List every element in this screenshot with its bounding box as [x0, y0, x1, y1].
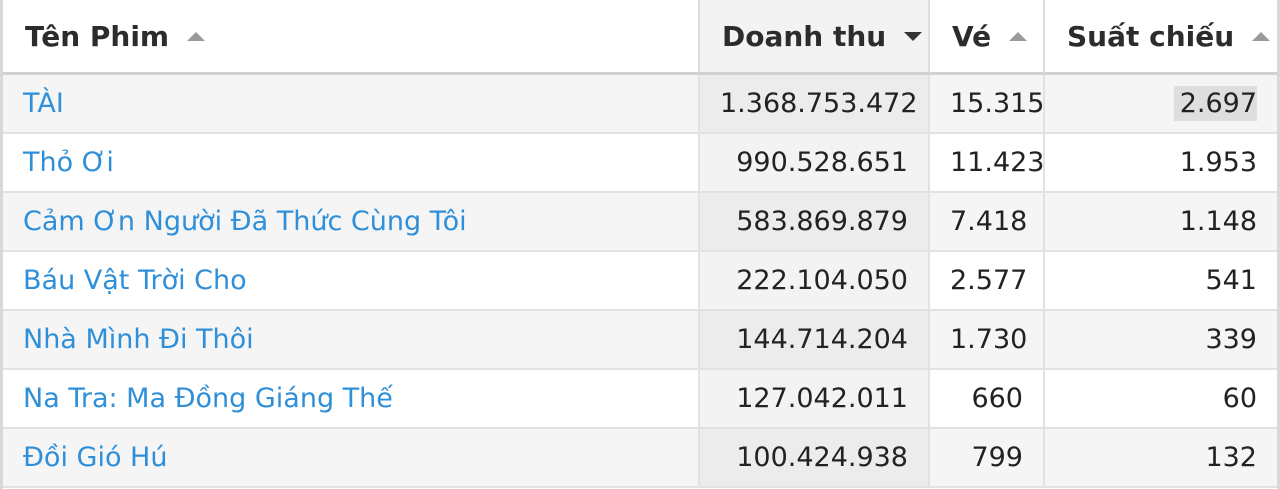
- column-header-shows-label: Suất chiếu: [1067, 19, 1235, 53]
- revenue-cell: 127.042.011: [699, 369, 930, 429]
- revenue-cell: 990.528.651: [699, 133, 930, 193]
- box-office-table: Tên Phim Doanh thu Vé: [3, 0, 1277, 488]
- revenue-cell: 100.424.938: [699, 428, 930, 488]
- tickets-cell: 1.730: [929, 310, 1045, 370]
- shows-cell: 2.697: [1044, 73, 1277, 134]
- column-header-tickets-label: Vé: [952, 19, 992, 53]
- movie-title-link[interactable]: Cảm Ơn Người Đã Thức Cùng Tôi: [3, 192, 700, 252]
- column-header-title[interactable]: Tên Phim: [3, 0, 700, 75]
- shows-cell: 132: [1044, 428, 1277, 488]
- column-header-tickets[interactable]: Vé: [929, 0, 1045, 75]
- header-row: Tên Phim Doanh thu Vé: [3, 0, 1277, 75]
- table-row: Nhà Mình Đi Thôi 144.714.204 1.730 339: [3, 310, 1277, 370]
- column-header-revenue[interactable]: Doanh thu: [699, 0, 930, 75]
- revenue-cell: 144.714.204: [699, 310, 930, 370]
- table-row: Thỏ Ơi 990.528.651 11.423 1.953: [3, 133, 1277, 193]
- movie-title-link[interactable]: Nhà Mình Đi Thôi: [3, 310, 700, 370]
- shows-cell: 1.148: [1044, 192, 1277, 252]
- tickets-cell: 2.577: [929, 251, 1045, 311]
- table-row: Báu Vật Trời Cho 222.104.050 2.577 541: [3, 251, 1277, 311]
- movie-title-link[interactable]: Đồi Gió Hú: [3, 428, 700, 488]
- tickets-cell: 799: [929, 428, 1045, 488]
- sort-desc-icon: [904, 31, 923, 41]
- movie-title-link[interactable]: Na Tra: Ma Đồng Giáng Thế: [3, 369, 700, 429]
- table-row: Cảm Ơn Người Đã Thức Cùng Tôi 583.869.87…: [3, 192, 1277, 252]
- tickets-cell: 15.315: [929, 73, 1045, 134]
- shows-cell: 541: [1044, 251, 1277, 311]
- table-row: TÀI 1.368.753.472 15.315 2.697: [3, 73, 1277, 134]
- shows-cell: 60: [1044, 369, 1277, 429]
- tickets-cell: 7.418: [929, 192, 1045, 252]
- movie-title-link[interactable]: Báu Vật Trời Cho: [3, 251, 700, 311]
- sort-asc-icon: [1009, 31, 1028, 41]
- tickets-cell: 660: [929, 369, 1045, 429]
- table-row: Na Tra: Ma Đồng Giáng Thế 127.042.011 66…: [3, 369, 1277, 429]
- column-header-shows[interactable]: Suất chiếu: [1044, 0, 1277, 75]
- selected-text-highlight: 2.697: [1173, 86, 1257, 121]
- revenue-cell: 222.104.050: [699, 251, 930, 311]
- shows-cell: 339: [1044, 310, 1277, 370]
- column-header-title-label: Tên Phim: [25, 19, 170, 53]
- sort-asc-icon: [1252, 31, 1271, 41]
- revenue-cell: 583.869.879: [699, 192, 930, 252]
- table-row: Đồi Gió Hú 100.424.938 799 132: [3, 428, 1277, 488]
- column-header-revenue-label: Doanh thu: [722, 19, 887, 53]
- movie-title-link[interactable]: Thỏ Ơi: [3, 133, 700, 193]
- shows-cell: 1.953: [1044, 133, 1277, 193]
- revenue-cell: 1.368.753.472: [699, 73, 930, 134]
- movie-title-link[interactable]: TÀI: [3, 73, 700, 134]
- sort-asc-icon: [187, 31, 206, 41]
- tickets-cell: 11.423: [929, 133, 1045, 193]
